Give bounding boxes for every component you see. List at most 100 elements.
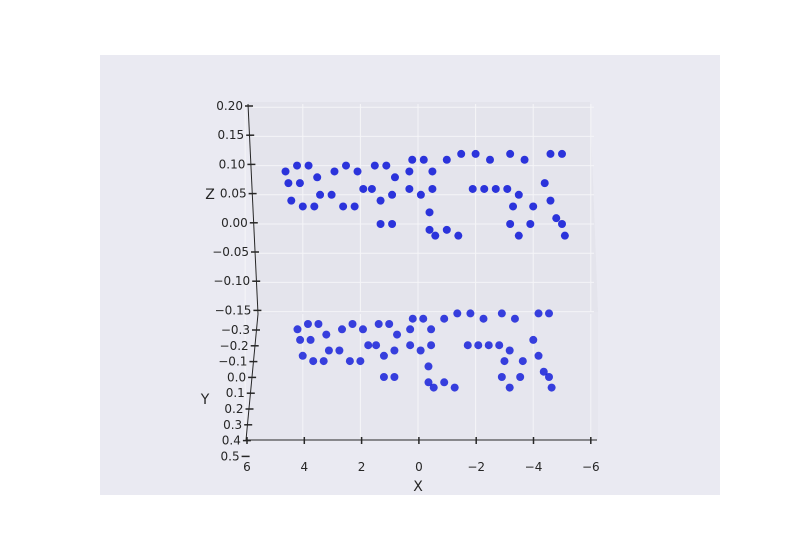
y-tick-label: −0.2: [220, 339, 249, 353]
data-point: [367, 184, 376, 193]
data-point: [313, 173, 322, 182]
data-point: [529, 202, 538, 211]
data-point: [425, 208, 434, 217]
data-point-projection: [358, 325, 367, 334]
data-point: [330, 167, 339, 176]
data-point-projection: [505, 346, 514, 355]
data-point-projection: [364, 341, 373, 350]
data-point-projection: [424, 378, 433, 387]
tick-labels: 6 4 2 0 −2 −4 −60.200.150.100.050.00−0.05−0.10…: [212, 99, 599, 474]
data-point: [514, 231, 523, 240]
data-point: [428, 167, 437, 176]
data-point: [405, 167, 414, 176]
data-point: [454, 231, 463, 240]
data-point: [552, 214, 561, 223]
grid-lines: [244, 104, 594, 440]
data-point: [520, 155, 529, 164]
x-tick-label: 0: [415, 460, 423, 474]
z-axis-label: Z: [205, 187, 215, 203]
data-point-projection: [322, 330, 331, 339]
data-point-projection: [479, 314, 488, 323]
data-point: [468, 184, 477, 193]
data-point: [293, 161, 302, 170]
z-tick-label: 0.10: [219, 157, 246, 171]
data-point-projection: [534, 351, 543, 360]
y-axis-label: Y: [200, 392, 210, 408]
data-point-projection: [427, 341, 436, 350]
data-point-projection: [534, 309, 543, 318]
x-tick-label: 4: [300, 460, 308, 474]
y-tick-label: 0.4: [222, 434, 241, 448]
data-point-projection: [345, 357, 354, 366]
data-point-projection: [427, 325, 436, 334]
axes: [241, 103, 597, 458]
data-point-projection: [516, 373, 525, 381]
data-point: [442, 155, 451, 164]
z-tick-label: 0.20: [216, 99, 243, 113]
data-point: [558, 149, 566, 158]
data-point: [316, 190, 325, 199]
data-point-projection: [453, 309, 462, 318]
data-point: [558, 220, 566, 228]
z-tick-label: 0.05: [220, 187, 247, 201]
data-point-projection: [466, 309, 475, 318]
data-point-projection: [529, 335, 538, 344]
data-point: [526, 220, 535, 228]
data-point-projection: [338, 325, 347, 334]
data-point-projection: [497, 309, 506, 318]
data-point-projection: [390, 346, 399, 355]
z-tick-label: −0.10: [213, 274, 250, 288]
data-point-projection: [379, 373, 388, 381]
data-point: [295, 179, 304, 188]
data-point: [353, 167, 362, 176]
data-point-projection: [497, 373, 506, 381]
y-tick-label: 0.3: [223, 418, 242, 432]
data-point: [491, 184, 500, 193]
data-point-projection: [293, 325, 302, 334]
data-point-projection: [296, 335, 305, 344]
z-tick-label: 0.15: [217, 128, 244, 142]
data-point-projection: [348, 320, 357, 328]
data-point-projection: [510, 314, 519, 323]
x-tick-label: 6: [243, 460, 251, 474]
data-point-projection: [372, 341, 381, 350]
data-point: [486, 155, 494, 164]
data-point-projection: [419, 314, 428, 323]
x-tick-label: 2: [358, 460, 366, 474]
y-tick-label: −0.1: [218, 355, 247, 369]
data-point-projection: [500, 357, 509, 366]
data-point-projection: [429, 383, 438, 392]
data-point: [376, 196, 385, 205]
data-point-projection: [440, 378, 449, 387]
z-tick-label: 0.00: [221, 216, 248, 230]
data-point: [514, 190, 523, 199]
data-point-projection: [356, 357, 365, 366]
axis-panes: [246, 102, 598, 440]
data-point-projection: [374, 320, 383, 328]
data-point: [546, 149, 555, 158]
data-point-projection: [547, 383, 556, 392]
data-point: [339, 202, 348, 211]
y-tick-label: −0.3: [221, 323, 250, 337]
data-point: [281, 167, 290, 176]
data-points: [281, 149, 569, 392]
data-point: [428, 184, 437, 193]
floor-pane: [246, 312, 598, 440]
data-point: [376, 220, 385, 228]
data-point-projection: [474, 341, 483, 350]
data-point: [388, 190, 397, 199]
data-point: [370, 161, 379, 170]
data-point: [382, 161, 391, 170]
data-point: [408, 155, 417, 164]
data-point: [431, 231, 440, 240]
z-tick-label: −0.05: [212, 245, 249, 259]
data-point-projection: [306, 335, 315, 344]
data-point: [350, 202, 359, 211]
data-point: [419, 155, 428, 164]
data-point-projection: [406, 325, 415, 334]
data-point: [471, 149, 480, 158]
x-tick-label: −4: [525, 460, 543, 474]
data-point: [287, 196, 296, 205]
data-point-projection: [385, 320, 394, 328]
data-point: [298, 202, 307, 211]
